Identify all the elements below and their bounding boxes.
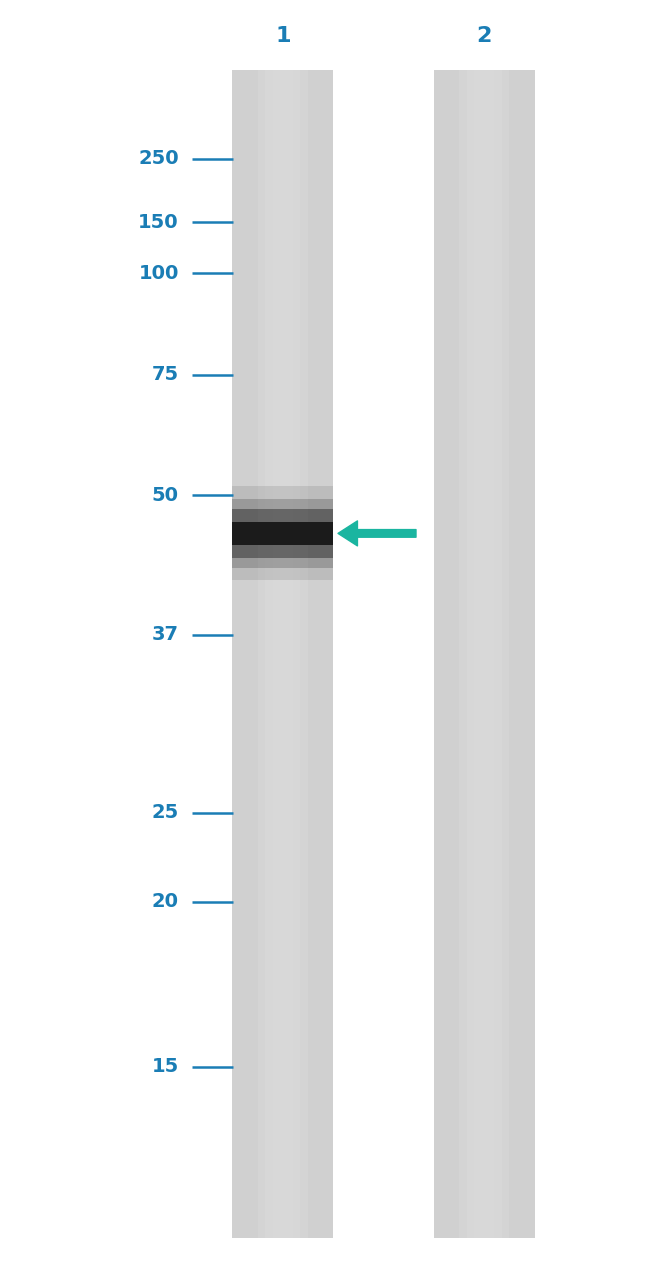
Text: 2: 2 <box>476 25 492 46</box>
Bar <box>233 522 333 545</box>
Bar <box>459 70 510 1238</box>
Bar <box>467 70 502 1238</box>
Text: 15: 15 <box>151 1058 179 1076</box>
Bar <box>434 70 534 1238</box>
Text: 37: 37 <box>151 626 179 644</box>
Bar <box>233 499 333 568</box>
Bar <box>265 70 300 1238</box>
Bar <box>233 509 333 558</box>
Text: 20: 20 <box>151 893 179 911</box>
Text: 150: 150 <box>138 213 179 231</box>
Bar <box>233 70 333 1238</box>
Text: 250: 250 <box>138 150 179 168</box>
Text: 100: 100 <box>138 264 179 282</box>
Bar <box>257 70 308 1238</box>
Bar <box>273 70 293 1238</box>
Text: 75: 75 <box>151 366 179 384</box>
Text: 1: 1 <box>275 25 291 46</box>
Bar <box>474 70 495 1238</box>
Bar <box>233 486 333 580</box>
Text: 50: 50 <box>151 486 179 504</box>
Text: 25: 25 <box>151 804 179 822</box>
